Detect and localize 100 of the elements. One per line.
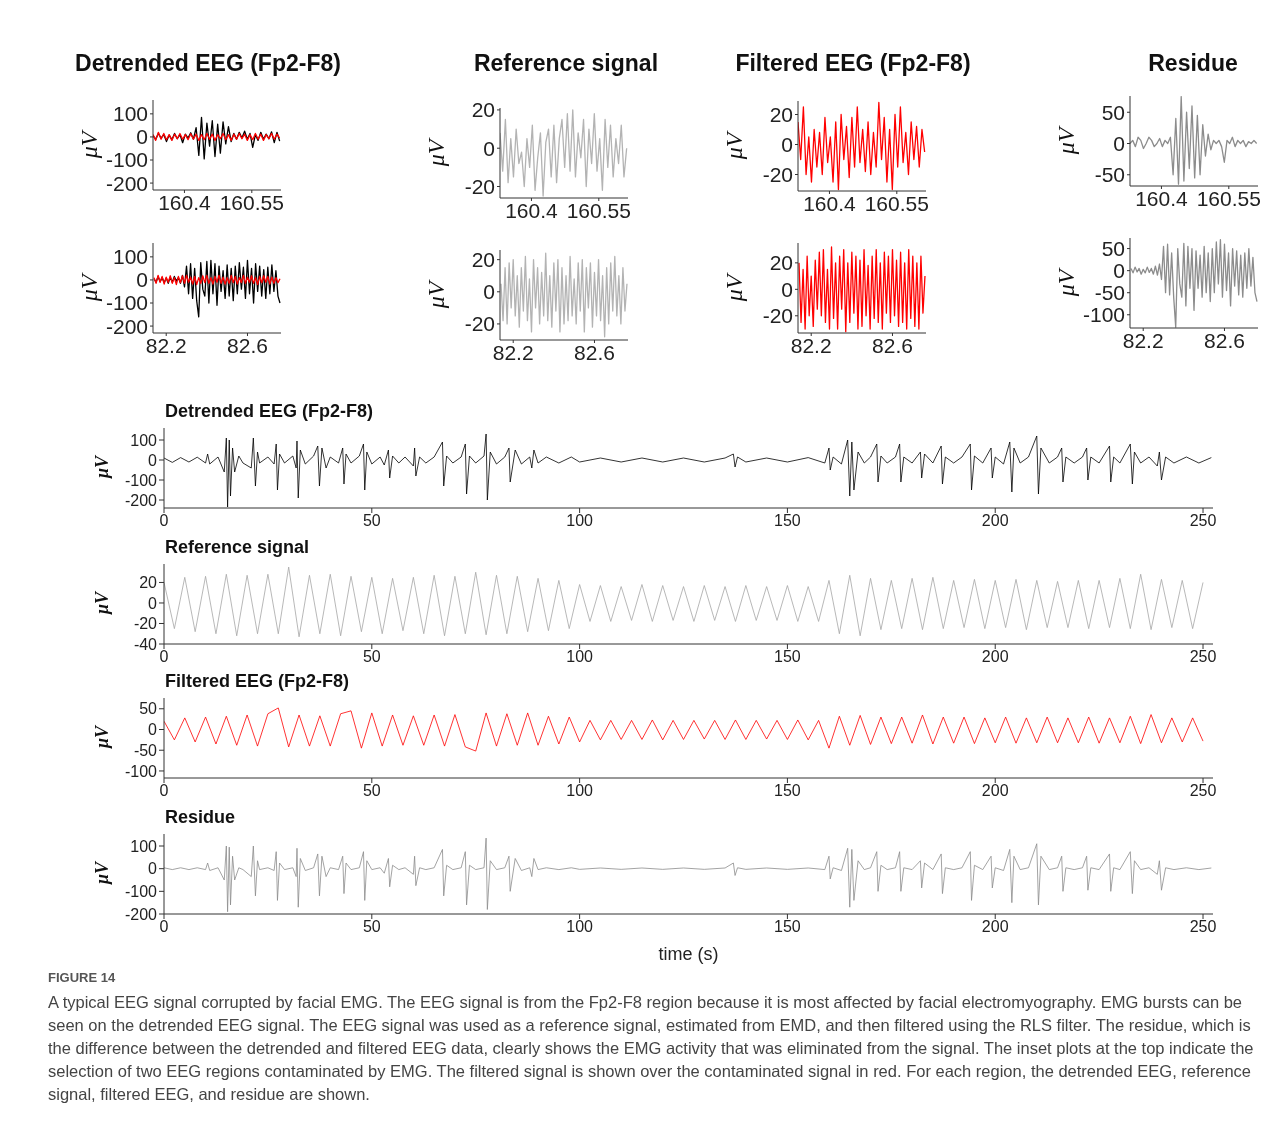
x-tick-label: 0 [159, 648, 169, 666]
x-tick-label: 82.2 [1122, 328, 1164, 352]
x-tick-label: 100 [566, 648, 594, 666]
chart-title: Filtered EEG (Fp2-F8) [735, 50, 971, 76]
y-tick-label: 20 [769, 251, 793, 275]
y-tick-label: 20 [769, 102, 793, 126]
y-tick-label: -20 [464, 174, 495, 198]
x-tick-label: 160.55 [1196, 186, 1261, 210]
y-tick-label: 0 [148, 594, 158, 612]
x-tick-label: 160.4 [158, 190, 212, 214]
x-tick-label: 150 [774, 782, 801, 800]
line-series [798, 101, 926, 191]
chart-title: Residue [165, 807, 236, 828]
x-tick-label: 82.6 [227, 333, 268, 357]
y-tick-label: 0 [483, 136, 495, 160]
y-tick-label: -50 [133, 741, 158, 759]
chart-title: Detrended EEG (Fp2-F8) [165, 401, 374, 422]
y-axis-title: μV [422, 136, 450, 169]
y-tick-label: -100 [105, 291, 148, 315]
x-tick-label: 200 [981, 512, 1009, 530]
x-tick-label: 82.6 [574, 340, 615, 364]
x-tick-label: 82.2 [145, 333, 187, 357]
y-axis-title: μV [720, 129, 748, 162]
y-tick-label: 0 [136, 268, 148, 292]
line-series [153, 274, 281, 286]
y-axis-title: μV [91, 454, 113, 481]
line-series [153, 131, 281, 142]
y-axis-title: μV [75, 271, 103, 304]
x-axis-title: time (s) [657, 944, 720, 965]
x-tick-label: 160.55 [219, 190, 284, 214]
x-tick-label: 50 [362, 918, 381, 936]
y-tick-label: -200 [105, 171, 148, 195]
y-tick-label: -50 [1094, 281, 1125, 305]
x-tick-label: 250 [1189, 648, 1217, 666]
line-series [500, 252, 628, 338]
x-tick-label: 160.55 [566, 198, 631, 222]
y-axis-title: μV [422, 278, 450, 311]
caption: FIGURE 14 [48, 970, 117, 985]
y-tick-label: -100 [1082, 303, 1125, 327]
line-series [500, 109, 628, 197]
x-tick-label: 200 [981, 648, 1009, 666]
x-tick-label: 250 [1189, 782, 1217, 800]
y-tick-label: 0 [483, 280, 495, 304]
x-tick-label: 100 [566, 512, 594, 530]
y-axis-title: μV [720, 271, 748, 304]
x-tick-label: 160.55 [864, 191, 929, 215]
y-tick-label: -20 [762, 304, 793, 328]
y-tick-label: -100 [124, 883, 158, 901]
y-tick-label: -100 [124, 762, 158, 780]
line-series [164, 707, 1204, 752]
chart-title: Residue [1147, 50, 1239, 77]
y-tick-label: -40 [133, 635, 158, 653]
y-axis-title: μV [1052, 124, 1080, 157]
x-tick-label: 160.4 [505, 198, 559, 222]
y-tick-label: 0 [1113, 259, 1125, 283]
y-tick-label: 100 [130, 837, 158, 855]
y-tick-label: 50 [1101, 237, 1125, 261]
y-tick-label: 0 [148, 860, 158, 878]
x-tick-label: 82.6 [1204, 328, 1245, 352]
y-tick-label: -20 [464, 312, 495, 336]
y-tick-label: 0 [1113, 131, 1125, 155]
x-tick-label: 82.2 [492, 340, 534, 364]
x-tick-label: 100 [566, 782, 594, 800]
y-tick-label: -50 [1094, 163, 1125, 187]
x-tick-label: 150 [774, 648, 801, 666]
y-tick-label: 0 [781, 132, 793, 156]
x-tick-label: 82.2 [790, 333, 832, 357]
chart-title: Filtered EEG (Fp2-F8) [165, 671, 350, 692]
y-tick-label: -200 [105, 314, 148, 338]
y-axis-title: μV [91, 590, 113, 617]
y-tick-label: 100 [112, 102, 148, 126]
y-tick-label: -200 [124, 905, 158, 923]
x-tick-label: 250 [1189, 512, 1217, 530]
x-tick-label: 0 [159, 512, 169, 530]
y-tick-label: 100 [112, 245, 148, 269]
y-tick-label: -200 [124, 491, 158, 509]
line-series [1130, 239, 1258, 328]
x-tick-label: 150 [774, 512, 801, 530]
y-tick-label: 100 [130, 431, 158, 449]
chart-title: Detrended EEG (Fp2-F8) [74, 50, 342, 77]
y-axis-title: μV [1052, 266, 1080, 299]
y-tick-label: 20 [471, 98, 495, 122]
x-tick-label: 160.4 [803, 191, 857, 215]
line-series [164, 566, 1204, 638]
y-tick-label: 50 [1101, 100, 1125, 124]
x-tick-label: 50 [362, 512, 381, 530]
y-axis-title: μV [91, 860, 113, 887]
text: A typical EEG signal corrupted by facial EMG. The EEG signal is from the Fp2-F8 region because it is most affected by facial electromyography. EMG bursts can be seen on the detrended EEG signal. The EEG signal was used as a reference signal, estimated from EMD, and then filtered using the RLS filter. The residue, which is the difference between the detrended and filtered EEG data, clearly shows the EMG activity that was eliminated from the signal. The inset plots at the top indicate the selection of two EEG regions contaminated by EMG. The filtered signal is shown over the contaminated signal in red. For each region, the detrended EEG, reference signal, filtered EEG, and residue are shown. [48, 992, 1255, 1105]
x-tick-label: 50 [362, 782, 381, 800]
y-tick-label: 20 [139, 574, 158, 592]
y-tick-label: 50 [139, 700, 158, 718]
chart-title: Reference signal [473, 50, 659, 76]
y-axis-title: μV [91, 724, 113, 751]
y-tick-label: 0 [148, 451, 158, 469]
chart-title: Reference signal [165, 537, 310, 558]
y-tick-label: 0 [136, 125, 148, 149]
x-tick-label: 160.4 [1135, 186, 1189, 210]
x-tick-label: 250 [1189, 918, 1217, 936]
y-tick-label: -20 [762, 162, 793, 186]
line-series [798, 246, 926, 333]
